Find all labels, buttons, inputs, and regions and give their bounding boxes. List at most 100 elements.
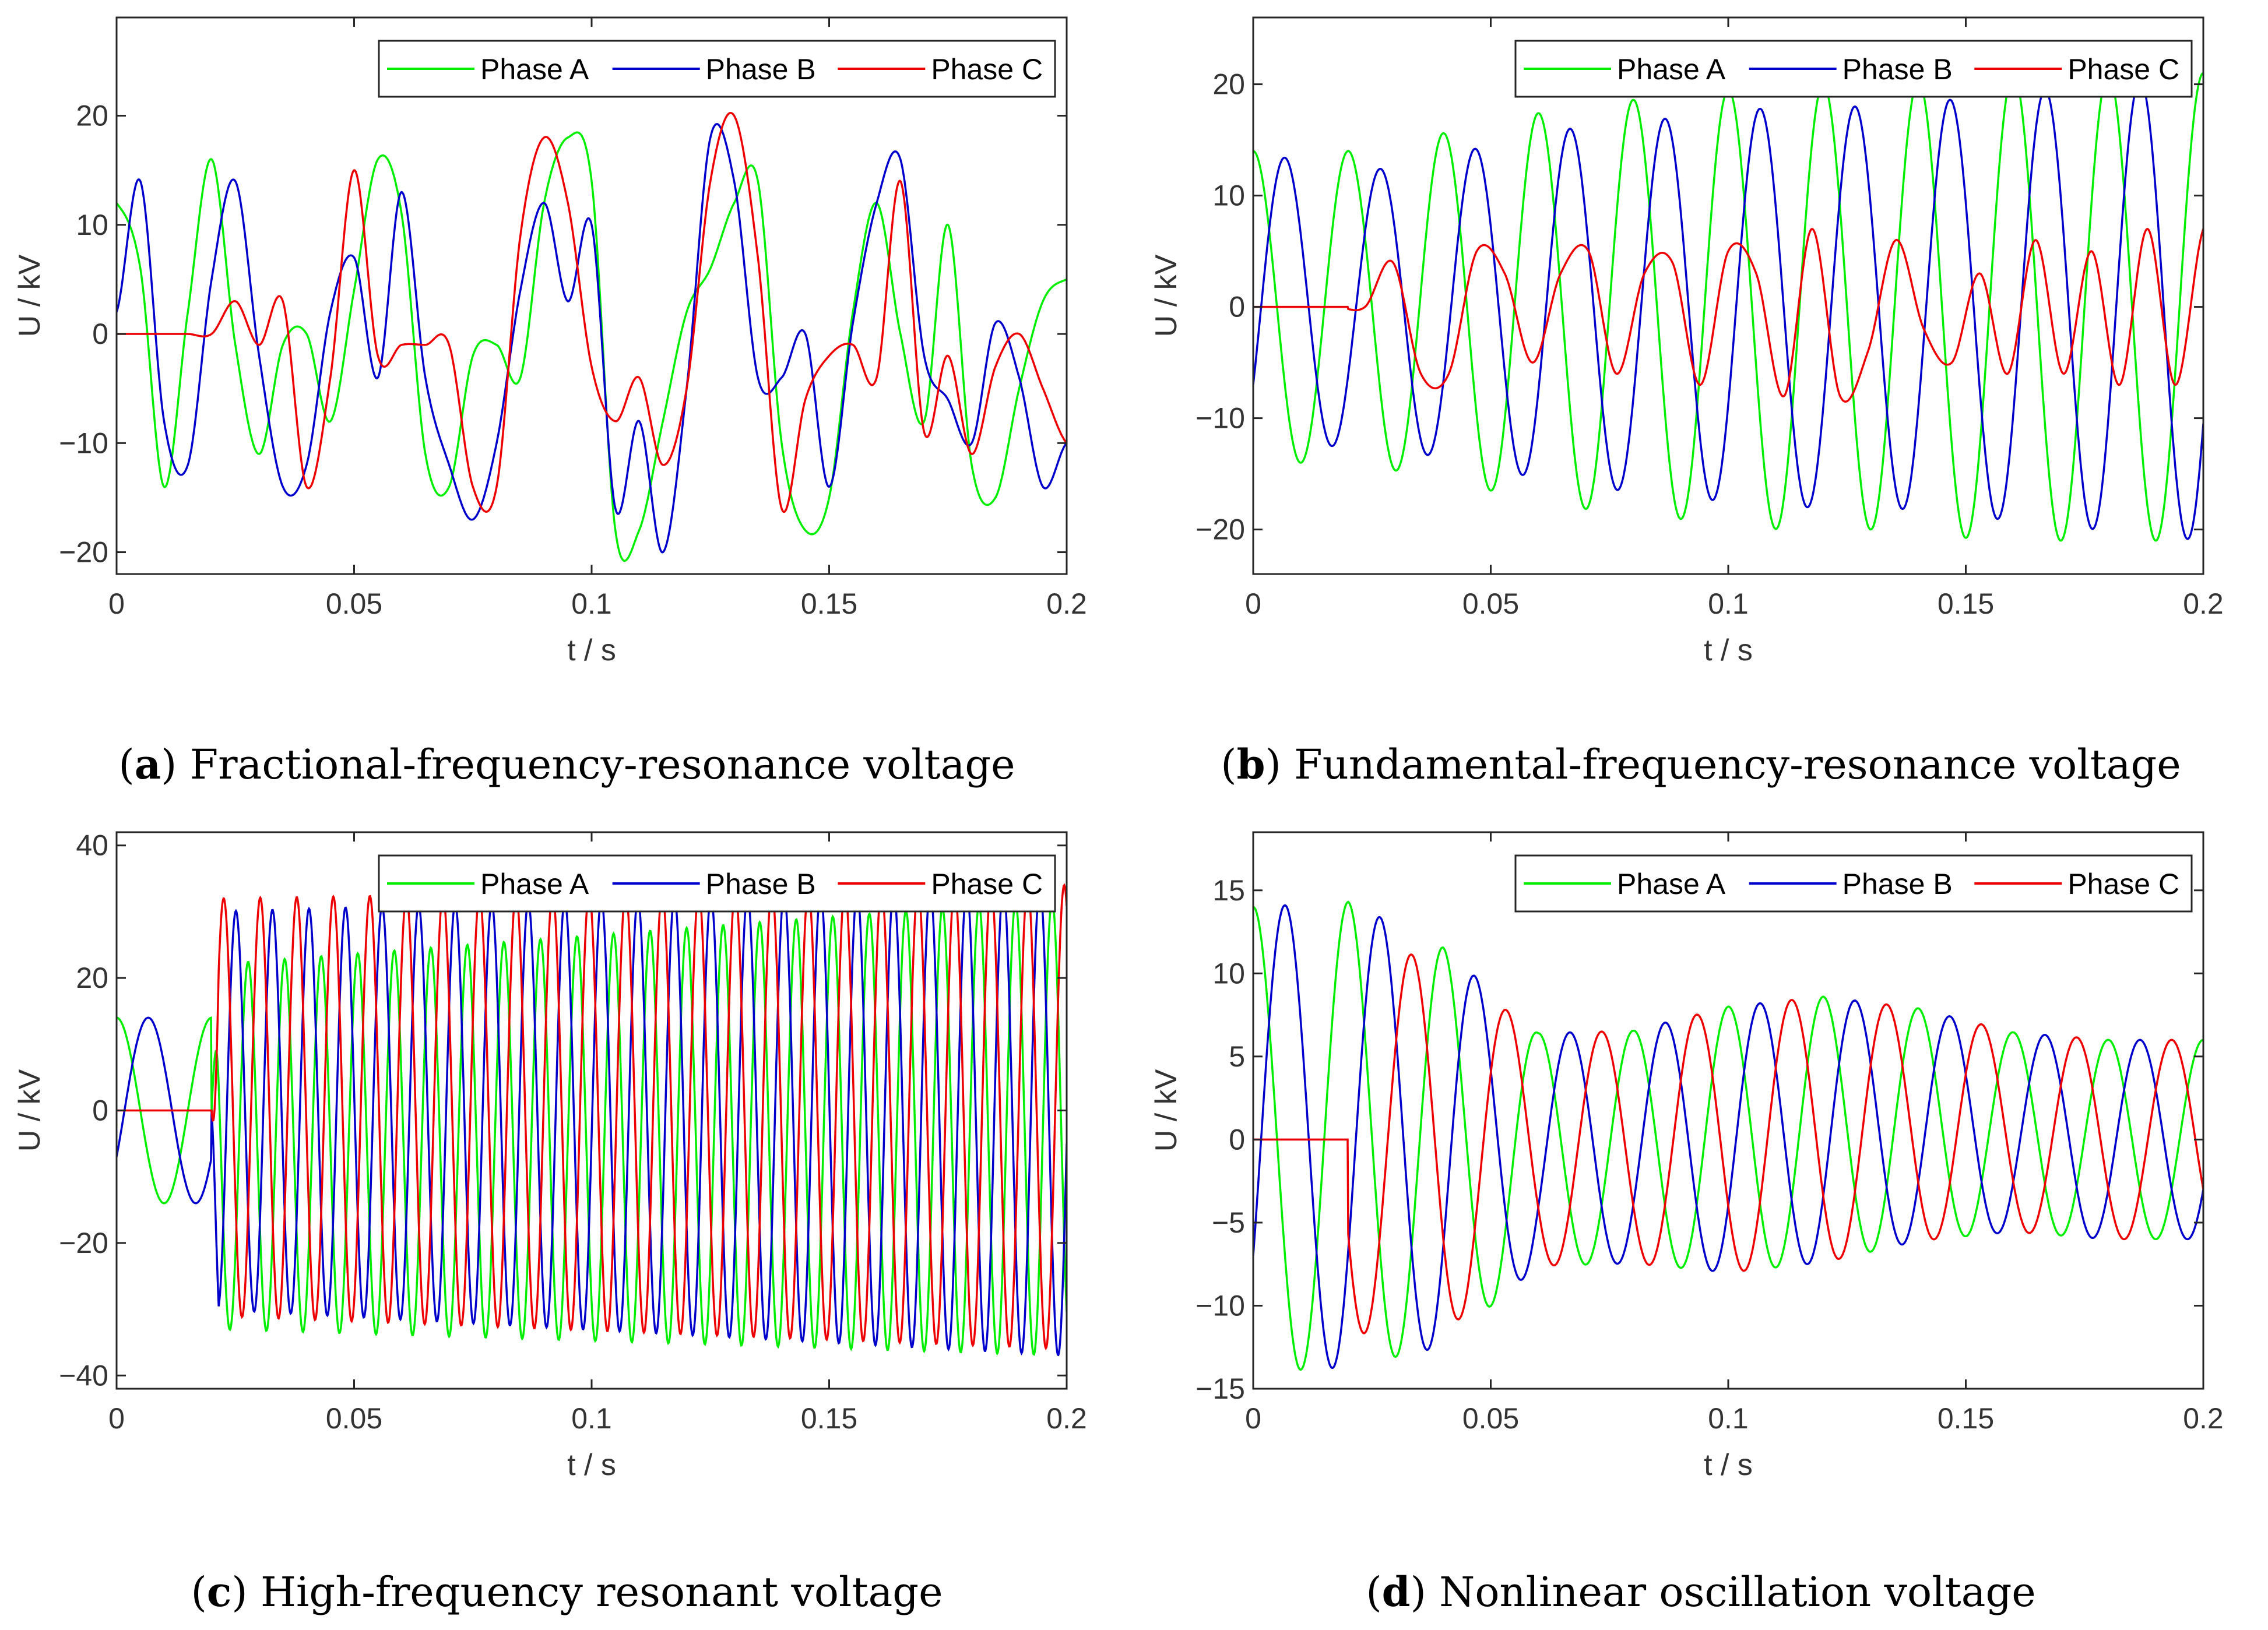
- y-tick-label: 0: [92, 1094, 108, 1127]
- x-tick-label: 0.05: [1462, 1402, 1519, 1435]
- caption-b-label: b: [1236, 740, 1265, 788]
- y-tick-label: 0: [1229, 291, 1245, 323]
- x-axis-label: t / s: [1704, 633, 1753, 667]
- legend-label-phase-a: Phase A: [480, 868, 589, 900]
- chart-b: 0 0.05 0.1 0.15 0.2 −20 −10 0 10 20 t / s U / kV Pha…: [1149, 16, 2224, 667]
- y-tick-label: 0: [1229, 1123, 1245, 1156]
- legend: Phase A Phase B Phase C: [378, 40, 1056, 98]
- caption-b-title: Fundamental-frequency-resonance voltage: [1294, 741, 2181, 788]
- y-tick-label: −15: [1195, 1372, 1245, 1405]
- y-tick-label: 10: [76, 209, 108, 241]
- series-line-phase-a: [117, 131, 1067, 562]
- caption-d-label: d: [1381, 1568, 1411, 1616]
- caption-a: (a) Fractional-frequency-resonance volta…: [118, 740, 1015, 788]
- panel-d: 0 0.05 0.1 0.15 0.2 −15 −10 −5 0 5 10 15 t / s U / kV…: [1134, 815, 2268, 1630]
- series-line-phase-c: [117, 112, 1067, 513]
- y-tick-label: 40: [76, 829, 108, 862]
- y-tick-label: −20: [59, 1227, 108, 1259]
- x-axis-label: t / s: [567, 1448, 616, 1482]
- series-line-phase-c: [1253, 953, 2203, 1335]
- y-tick-label: 0: [92, 318, 108, 350]
- legend: Phase A Phase B Phase C: [1514, 40, 2193, 98]
- y-axis-label: U / kV: [1149, 1069, 1183, 1152]
- legend-box: [378, 40, 1056, 98]
- legend-label-phase-b: Phase B: [706, 53, 816, 86]
- y-tick-label: −20: [59, 536, 108, 569]
- chart-a: 0 0.05 0.1 0.15 0.2 −20 −10 0 10 20 t / s U / kV Pha…: [13, 16, 1087, 667]
- panel-c: 0 0.05 0.1 0.15 0.2 −40 −20 0 20 40 t / s U / kV Pha…: [0, 815, 1134, 1630]
- y-axis-label: U / kV: [13, 1069, 47, 1152]
- y-tick-label: −40: [59, 1359, 108, 1392]
- panel-a: 0 0.05 0.1 0.15 0.2 −20 −10 0 10 20 t / s U / kV Pha…: [0, 0, 1134, 815]
- x-tick-label: 0.1: [1708, 1402, 1749, 1435]
- caption-c-title: High-frequency resonant voltage: [260, 1568, 943, 1616]
- legend-label-phase-b: Phase B: [706, 868, 816, 900]
- x-tick-label: 0.2: [1046, 587, 1087, 620]
- caption-c-label: c: [206, 1568, 232, 1616]
- chart-d: 0 0.05 0.1 0.15 0.2 −15 −10 −5 0 5 10 15 t / s U / kV…: [1149, 831, 2224, 1482]
- series-line-phase-b: [117, 883, 1067, 1357]
- caption-a-title: Fractional-frequency-resonance voltage: [189, 741, 1015, 788]
- caption-d: (d) Nonlinear oscillation voltage: [1366, 1568, 2036, 1616]
- plot-area: [1253, 832, 2203, 1389]
- x-tick-label: 0.15: [1938, 1402, 1994, 1435]
- legend-box: [378, 854, 1056, 913]
- x-tick-label: 0.2: [2183, 587, 2224, 620]
- series-line-phase-a: [117, 898, 1067, 1356]
- y-axis-label: U / kV: [13, 254, 47, 337]
- legend: Phase A Phase B Phase C: [1514, 854, 2193, 913]
- caption-c: (c) High-frequency resonant voltage: [191, 1568, 943, 1616]
- legend-box: [1514, 40, 2193, 98]
- legend-label-phase-c: Phase C: [931, 868, 1043, 900]
- caption-b: (b) Fundamental-frequency-resonance volt…: [1221, 740, 2181, 788]
- x-axis-label: t / s: [567, 633, 616, 667]
- panel-b: 0 0.05 0.1 0.15 0.2 −20 −10 0 10 20 t / s U / kV Pha…: [1134, 0, 2268, 815]
- legend-label-phase-c: Phase C: [931, 53, 1043, 86]
- y-tick-label: 5: [1229, 1040, 1245, 1073]
- chart-c: 0 0.05 0.1 0.15 0.2 −40 −20 0 20 40 t / s U / kV Pha…: [13, 829, 1087, 1482]
- y-axis-label: U / kV: [1149, 254, 1183, 337]
- legend-label-phase-a: Phase A: [480, 53, 589, 86]
- legend-label-phase-c: Phase C: [2067, 868, 2179, 900]
- x-tick-label: 0.05: [326, 587, 382, 620]
- y-tick-label: 20: [76, 962, 108, 994]
- y-tick-label: 15: [1212, 874, 1245, 907]
- y-tick-label: 20: [76, 100, 108, 132]
- x-tick-label: 0.1: [1708, 587, 1749, 620]
- legend-label-phase-a: Phase A: [1617, 53, 1726, 86]
- series-line-phase-c: [1253, 228, 2203, 403]
- series-line-phase-c: [117, 883, 1067, 1351]
- y-tick-label: −20: [1195, 513, 1245, 546]
- x-tick-label: 0: [108, 587, 125, 620]
- plot-area: [117, 17, 1067, 574]
- x-axis-label: t / s: [1704, 1448, 1753, 1482]
- x-tick-label: 0.2: [1046, 1402, 1087, 1435]
- y-tick-label: 10: [1212, 957, 1245, 990]
- x-tick-label: 0.15: [801, 587, 857, 620]
- y-tick-label: 10: [1212, 179, 1245, 212]
- x-tick-label: 0: [1245, 1402, 1261, 1435]
- x-tick-label: 0.1: [571, 587, 612, 620]
- x-tick-label: 0: [1245, 587, 1261, 620]
- legend-label-phase-b: Phase B: [1842, 53, 1953, 86]
- y-tick-label: −10: [1195, 1289, 1245, 1322]
- y-tick-label: −5: [1212, 1206, 1245, 1239]
- y-tick-label: −10: [1195, 402, 1245, 435]
- x-tick-label: 0: [108, 1402, 125, 1435]
- legend: Phase A Phase B Phase C: [378, 854, 1056, 913]
- x-tick-label: 0.15: [1938, 587, 1994, 620]
- caption-a-label: a: [134, 740, 161, 788]
- legend-label-phase-a: Phase A: [1617, 868, 1726, 900]
- x-tick-label: 0.05: [1462, 587, 1519, 620]
- x-tick-label: 0.1: [571, 1402, 612, 1435]
- x-tick-label: 0.05: [326, 1402, 382, 1435]
- y-tick-label: 20: [1212, 68, 1245, 101]
- legend-box: [1514, 854, 2193, 913]
- legend-label-phase-b: Phase B: [1842, 868, 1953, 900]
- x-tick-label: 0.2: [2183, 1402, 2224, 1435]
- y-tick-label: −10: [59, 427, 108, 459]
- legend-label-phase-c: Phase C: [2067, 53, 2179, 86]
- caption-d-title: Nonlinear oscillation voltage: [1439, 1568, 2036, 1616]
- series-line-phase-b: [117, 123, 1067, 554]
- x-tick-label: 0.15: [801, 1402, 857, 1435]
